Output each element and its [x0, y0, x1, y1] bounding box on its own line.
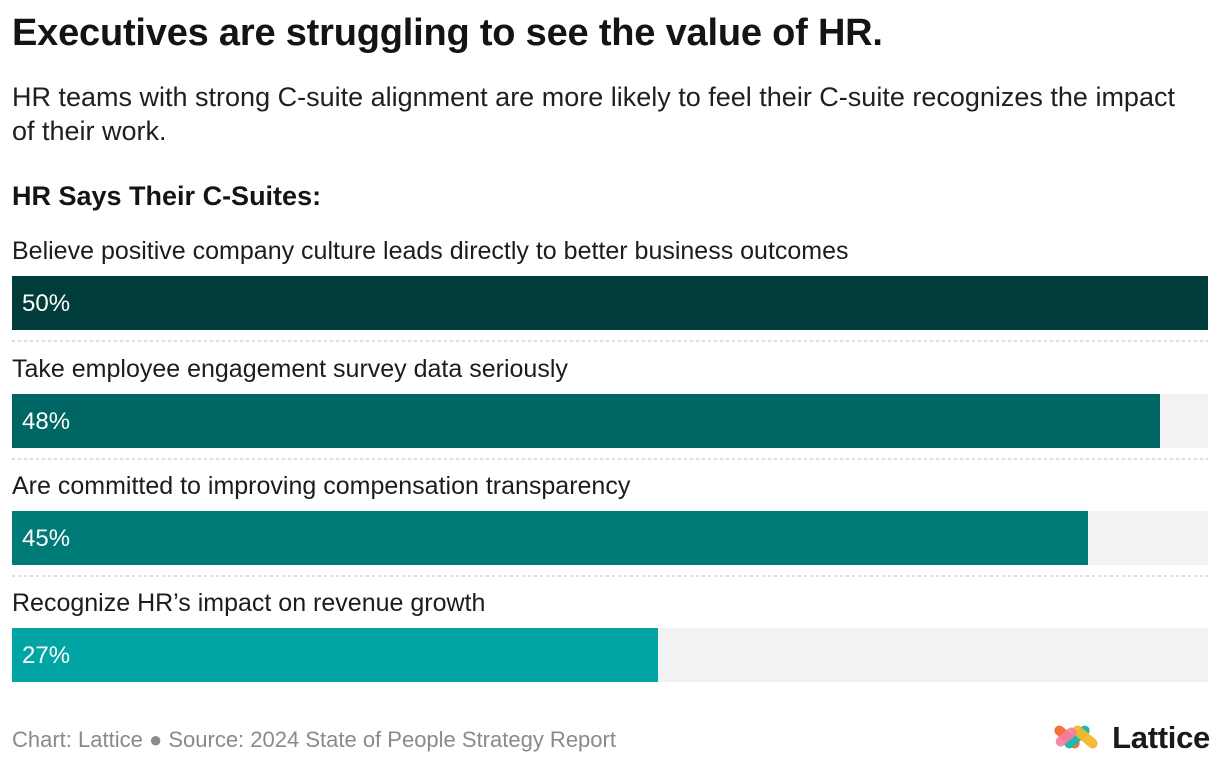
chart-subtitle: HR teams with strong C-suite alignment a…: [12, 82, 1175, 146]
category-label: Believe positive company culture leads d…: [12, 237, 849, 265]
bar-value-label: 27%: [22, 642, 70, 669]
source-credit: Chart: Lattice ● Source: 2024 State of P…: [12, 727, 616, 752]
bar: [12, 276, 1208, 330]
bar-value-label: 45%: [22, 525, 70, 552]
category-label: Are committed to improving compensation …: [12, 472, 631, 500]
chart-title: Executives are struggling to see the val…: [12, 12, 883, 54]
category-label: Take employee engagement survey data ser…: [12, 355, 568, 383]
section-heading: HR Says Their C-Suites:: [12, 181, 322, 211]
bar-value-label: 48%: [22, 408, 70, 435]
bar-value-label: 50%: [22, 290, 70, 317]
lattice-logo-icon: [1054, 725, 1098, 749]
bar: [12, 511, 1088, 565]
brand-logo: Lattice: [1050, 718, 1210, 758]
bar: [12, 394, 1160, 448]
category-label: Recognize HR’s impact on revenue growth: [12, 589, 485, 617]
brand-name: Lattice: [1112, 720, 1210, 755]
bar: [12, 628, 658, 682]
